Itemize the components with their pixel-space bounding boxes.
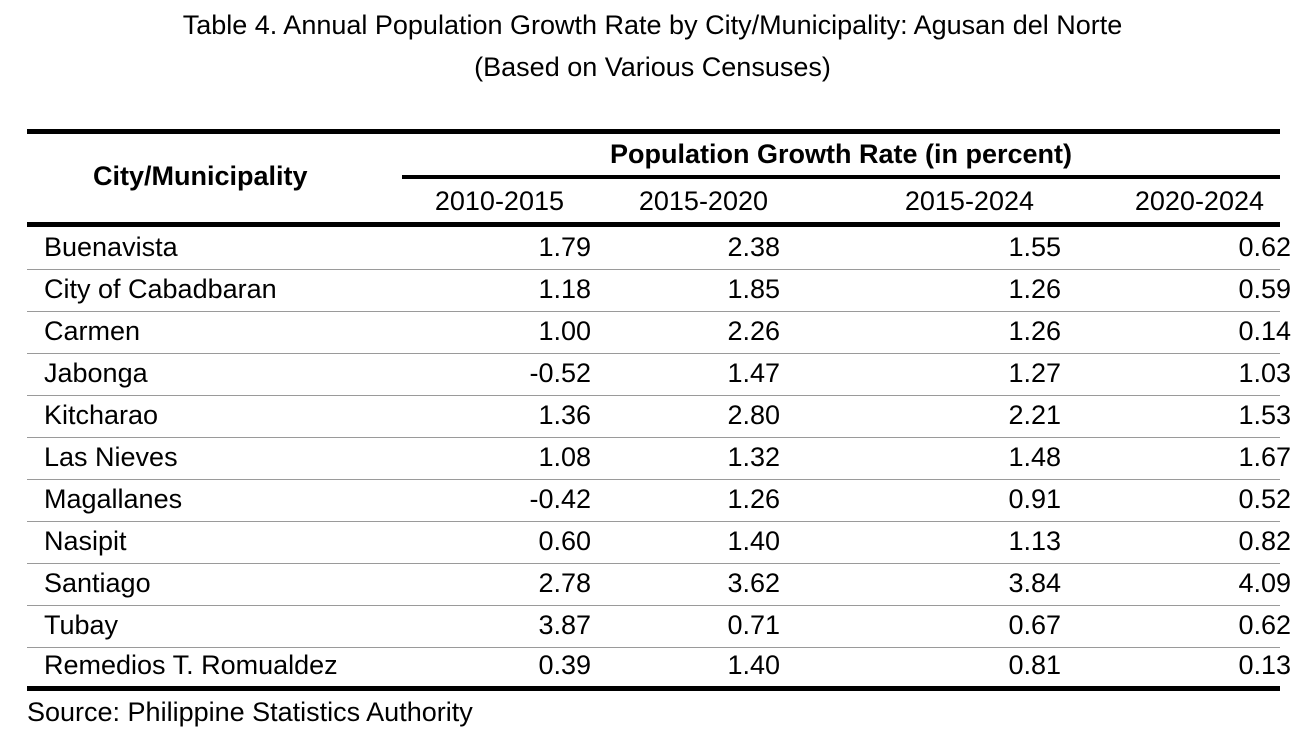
city-name: Nasipit [44, 526, 127, 556]
rate-2010-2015: 0.39 [538, 650, 591, 680]
table-row: Carmen 1.00 2.26 1.26 0.14 [27, 311, 1291, 354]
rate-2015-2024: 1.27 [1008, 358, 1061, 388]
table-title: Table 4. Annual Population Growth Rate b… [182, 10, 1123, 40]
rate-2010-2015: -0.42 [529, 484, 591, 514]
table-row: Tubay 3.87 0.71 0.67 0.62 [27, 605, 1291, 648]
rate-2015-2020: 1.47 [727, 358, 780, 388]
rate-2015-2020: 1.26 [727, 484, 780, 514]
city-name: Remedios T. Romualdez [44, 650, 338, 680]
city-name: Jabonga [44, 358, 148, 388]
rate-2010-2015: 0.60 [538, 526, 591, 556]
table-row: City of Cabadbaran 1.18 1.85 1.26 0.59 [27, 269, 1291, 312]
rate-2020-2024: 0.14 [1238, 316, 1291, 346]
table-row: Kitcharao 1.36 2.80 2.21 1.53 [27, 395, 1291, 438]
rate-2020-2024: 0.13 [1238, 650, 1291, 680]
table-row: Jabonga -0.52 1.47 1.27 1.03 [27, 353, 1291, 396]
rate-2015-2020: 1.40 [727, 526, 780, 556]
table-row: Remedios T. Romualdez 0.39 1.40 0.81 0.1… [27, 645, 1291, 687]
city-name: Kitcharao [44, 400, 159, 430]
rate-2015-2020: 0.71 [727, 610, 780, 640]
rate-2015-2020: 2.26 [727, 316, 780, 346]
city-name: Carmen [44, 316, 141, 346]
top-rule [27, 129, 1280, 134]
city-name: Las Nieves [44, 442, 178, 472]
rate-2020-2024: 1.03 [1238, 358, 1291, 388]
rate-2015-2020: 1.40 [727, 650, 780, 680]
table-row: Nasipit 0.60 1.40 1.13 0.82 [27, 521, 1291, 564]
rate-2020-2024: 1.67 [1238, 442, 1291, 472]
rate-2010-2015: 1.08 [538, 442, 591, 472]
header-city-municipality: City/Municipality [93, 161, 308, 191]
table-row: Santiago 2.78 3.62 3.84 4.09 [27, 563, 1291, 606]
rate-2020-2024: 0.82 [1238, 526, 1291, 556]
rate-2015-2024: 0.91 [1008, 484, 1061, 514]
rate-2010-2015: 1.36 [538, 400, 591, 430]
rate-2015-2024: 0.67 [1008, 610, 1061, 640]
rate-2010-2015: 1.79 [538, 232, 591, 262]
table-subtitle: (Based on Various Censuses) [474, 52, 831, 82]
rate-2015-2020: 1.32 [727, 442, 780, 472]
rate-2015-2024: 1.26 [1008, 316, 1061, 346]
rate-2010-2015: 1.18 [538, 274, 591, 304]
city-name: Santiago [44, 568, 151, 598]
rate-2015-2020: 1.85 [727, 274, 780, 304]
rate-2020-2024: 1.53 [1238, 400, 1291, 430]
rate-2010-2015: 2.78 [538, 568, 591, 598]
header-period-2010-2015: 2010-2015 [434, 186, 564, 216]
city-name: Tubay [44, 610, 119, 640]
rate-2015-2024: 3.84 [1008, 568, 1061, 598]
rate-2020-2024: 0.52 [1238, 484, 1291, 514]
rate-2020-2024: 0.62 [1238, 610, 1291, 640]
rate-2020-2024: 0.59 [1238, 274, 1291, 304]
source-note: Source: Philippine Statistics Authority [27, 697, 473, 727]
table-row: Magallanes -0.42 1.26 0.91 0.52 [27, 479, 1291, 522]
rate-2020-2024: 4.09 [1238, 568, 1291, 598]
rate-2015-2020: 2.80 [727, 400, 780, 430]
rate-2015-2024: 1.26 [1008, 274, 1061, 304]
table-bottom-rule [27, 686, 1280, 691]
header-period-2015-2020: 2015-2020 [638, 186, 768, 216]
city-name: Buenavista [44, 232, 178, 262]
rate-2015-2024: 1.48 [1008, 442, 1061, 472]
header-growth-rate-group: Population Growth Rate (in percent) [609, 139, 1072, 169]
city-name: Magallanes [44, 484, 183, 514]
table-row: Buenavista 1.79 2.38 1.55 0.62 [27, 227, 1291, 270]
rate-2015-2024: 2.21 [1008, 400, 1061, 430]
header-bottom-rule [27, 222, 1280, 227]
table-row: Las Nieves 1.08 1.32 1.48 1.67 [27, 437, 1291, 480]
rate-2015-2020: 2.38 [727, 232, 780, 262]
rate-2015-2024: 0.81 [1008, 650, 1061, 680]
rate-2010-2015: -0.52 [529, 358, 591, 388]
header-period-2020-2024: 2020-2024 [1134, 186, 1264, 216]
rate-2010-2015: 1.00 [538, 316, 591, 346]
rate-2015-2024: 1.13 [1008, 526, 1061, 556]
city-name: City of Cabadbaran [44, 274, 277, 304]
rate-2020-2024: 0.62 [1238, 232, 1291, 262]
group-header-rule [402, 175, 1280, 179]
rate-2015-2024: 1.55 [1008, 232, 1061, 262]
header-period-2015-2024: 2015-2024 [904, 186, 1034, 216]
rate-2015-2020: 3.62 [727, 568, 780, 598]
rate-2010-2015: 3.87 [538, 610, 591, 640]
